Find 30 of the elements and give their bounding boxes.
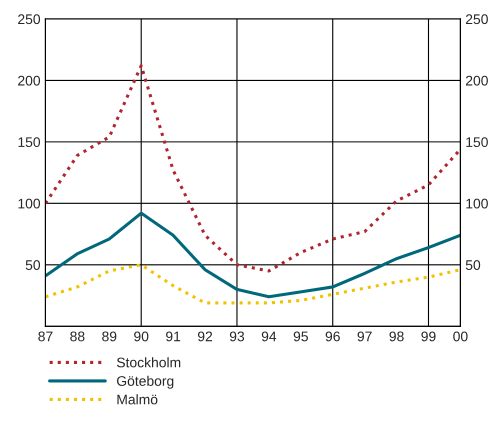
y-tick-label: 100 <box>18 198 40 209</box>
line-series <box>45 263 460 304</box>
legend-label: Malmö <box>117 394 158 404</box>
x-tick-label: 00 <box>453 332 468 342</box>
y2-tick-label: 200 <box>466 76 488 86</box>
y-tick-label: 250 <box>18 14 40 24</box>
x-tick-label: 93 <box>230 332 244 342</box>
y-tick-label: 150 <box>18 137 40 148</box>
y-tick-label: 50 <box>26 260 40 270</box>
y2-tick-label: 50 <box>466 260 480 270</box>
legend-label: Stockholm <box>116 357 180 368</box>
y-tick-label: 200 <box>18 76 40 86</box>
x-tick-label: 88 <box>70 332 84 342</box>
x-tick-label: 99 <box>421 332 436 342</box>
x-tick-label: 91 <box>166 332 180 342</box>
line-series <box>45 64 460 272</box>
y2-tick-label: 150 <box>466 137 488 148</box>
x-tick-label: 94 <box>262 332 276 342</box>
line-series <box>45 212 460 298</box>
y2-tick-label: 100 <box>466 198 488 209</box>
x-tick-label: 87 <box>38 332 52 342</box>
x-tick-label: 98 <box>389 332 404 342</box>
x-tick-label: 97 <box>358 332 372 342</box>
y2-tick-label: 250 <box>466 14 488 24</box>
x-tick-label: 92 <box>198 332 212 342</box>
x-tick-label: 89 <box>102 332 116 342</box>
x-tick-label: 90 <box>134 332 148 342</box>
legend-label: Göteborg <box>117 376 174 389</box>
x-tick-label: 95 <box>294 332 308 342</box>
x-tick-label: 96 <box>326 332 340 342</box>
